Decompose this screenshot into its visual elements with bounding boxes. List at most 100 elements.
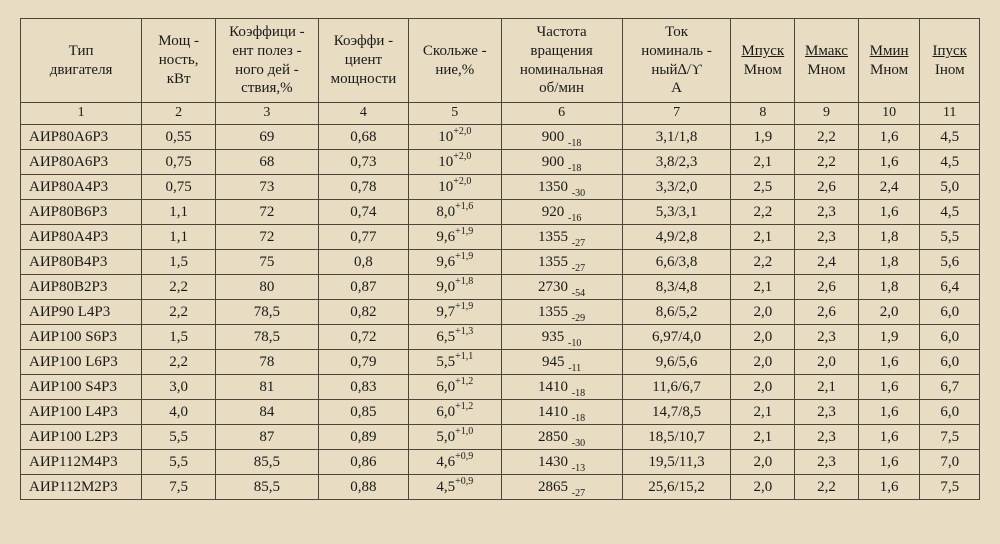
cell-power: 7,5 xyxy=(142,474,216,499)
cell-power-factor: 0,78 xyxy=(318,174,408,199)
cell-istart: 6,0 xyxy=(920,349,980,374)
cell-power-factor: 0,89 xyxy=(318,424,408,449)
table-body: 1234567891011 АИР80А6Р30,55690,6810+2,09… xyxy=(21,103,980,500)
cell-istart: 4,5 xyxy=(920,199,980,224)
cell-power: 1,5 xyxy=(142,249,216,274)
cell-istart: 5,5 xyxy=(920,224,980,249)
motor-spec-table: ТипдвигателяМощ -ность,кВтКоэффици -ент … xyxy=(20,18,980,500)
cell-current: 3,8/2,3 xyxy=(622,149,731,174)
cell-efficiency: 73 xyxy=(216,174,319,199)
cell-mmax: 2,2 xyxy=(795,149,859,174)
cell-mmax: 2,3 xyxy=(795,199,859,224)
cell-power: 3,0 xyxy=(142,374,216,399)
table-row: АИР100 L4Р34,0840,856,0+1,21410 -1814,7/… xyxy=(21,399,980,424)
cell-mmax: 2,3 xyxy=(795,224,859,249)
cell-slip: 4,6+0,9 xyxy=(409,449,501,474)
cell-rpm: 1430 -13 xyxy=(501,449,622,474)
cell-power-factor: 0,83 xyxy=(318,374,408,399)
cell-power: 5,5 xyxy=(142,449,216,474)
cell-mmax: 2,3 xyxy=(795,449,859,474)
cell-istart: 5,6 xyxy=(920,249,980,274)
cell-current: 9,6/5,6 xyxy=(622,349,731,374)
cell-mmin: 1,8 xyxy=(858,249,920,274)
cell-power: 1,1 xyxy=(142,199,216,224)
cell-power-factor: 0,74 xyxy=(318,199,408,224)
cell-model: АИР80А6Р3 xyxy=(21,149,142,174)
cell-rpm: 1355 -27 xyxy=(501,224,622,249)
cell-mmin: 1,6 xyxy=(858,399,920,424)
cell-power-factor: 0,85 xyxy=(318,399,408,424)
col-header-1: Типдвигателя xyxy=(21,19,142,103)
cell-model: АИР100 L4Р3 xyxy=(21,399,142,424)
cell-slip: 10+2,0 xyxy=(409,174,501,199)
cell-slip: 5,5+1,1 xyxy=(409,349,501,374)
table-row: АИР100 L6Р32,2780,795,5+1,1945 -119,6/5,… xyxy=(21,349,980,374)
cell-model: АИР90 L4Р3 xyxy=(21,299,142,324)
cell-mmax: 2,6 xyxy=(795,174,859,199)
cell-model: АИР80В2Р3 xyxy=(21,274,142,299)
cell-mstart: 2,0 xyxy=(731,374,795,399)
cell-model: АИР80В6Р3 xyxy=(21,199,142,224)
col-header-10: МминМном xyxy=(858,19,920,103)
cell-power-factor: 0,73 xyxy=(318,149,408,174)
cell-rpm: 900 -18 xyxy=(501,149,622,174)
cell-power: 2,2 xyxy=(142,299,216,324)
cell-current: 6,97/4,0 xyxy=(622,324,731,349)
col-index: 2 xyxy=(142,103,216,125)
cell-rpm: 945 -11 xyxy=(501,349,622,374)
cell-power-factor: 0,72 xyxy=(318,324,408,349)
cell-mmin: 1,6 xyxy=(858,424,920,449)
cell-mmin: 1,6 xyxy=(858,374,920,399)
cell-power-factor: 0,86 xyxy=(318,449,408,474)
table-row: АИР80А6Р30,75680,7310+2,0900 -183,8/2,32… xyxy=(21,149,980,174)
cell-rpm: 1410 -18 xyxy=(501,399,622,424)
cell-current: 18,5/10,7 xyxy=(622,424,731,449)
table-row: АИР80В2Р32,2800,879,0+1,82730 -548,3/4,8… xyxy=(21,274,980,299)
cell-rpm: 1355 -29 xyxy=(501,299,622,324)
cell-mmin: 2,4 xyxy=(858,174,920,199)
cell-istart: 5,0 xyxy=(920,174,980,199)
cell-mmin: 1,8 xyxy=(858,224,920,249)
cell-slip: 9,7+1,9 xyxy=(409,299,501,324)
cell-model: АИР80А6Р3 xyxy=(21,124,142,149)
cell-mstart: 2,5 xyxy=(731,174,795,199)
cell-mstart: 2,1 xyxy=(731,274,795,299)
cell-current: 4,9/2,8 xyxy=(622,224,731,249)
cell-slip: 10+2,0 xyxy=(409,149,501,174)
cell-current: 5,3/3,1 xyxy=(622,199,731,224)
col-index: 6 xyxy=(501,103,622,125)
cell-mstart: 2,0 xyxy=(731,449,795,474)
col-index: 9 xyxy=(795,103,859,125)
cell-current: 11,6/6,7 xyxy=(622,374,731,399)
col-index: 7 xyxy=(622,103,731,125)
cell-istart: 7,5 xyxy=(920,474,980,499)
cell-current: 6,6/3,8 xyxy=(622,249,731,274)
cell-mstart: 2,0 xyxy=(731,299,795,324)
cell-mmin: 1,8 xyxy=(858,274,920,299)
cell-efficiency: 78 xyxy=(216,349,319,374)
cell-power: 1,5 xyxy=(142,324,216,349)
col-header-7: Токноминаль -ный∆/ϒА xyxy=(622,19,731,103)
cell-model: АИР100 S6Р3 xyxy=(21,324,142,349)
cell-mmax: 2,3 xyxy=(795,424,859,449)
cell-power: 2,2 xyxy=(142,274,216,299)
cell-efficiency: 69 xyxy=(216,124,319,149)
cell-model: АИР112М2Р3 xyxy=(21,474,142,499)
cell-model: АИР80А4Р3 xyxy=(21,174,142,199)
cell-istart: 6,7 xyxy=(920,374,980,399)
cell-mmin: 1,6 xyxy=(858,124,920,149)
table-row: АИР112М2Р37,585,50,884,5+0,92865 -2725,6… xyxy=(21,474,980,499)
cell-power-factor: 0,79 xyxy=(318,349,408,374)
col-index: 8 xyxy=(731,103,795,125)
cell-mmin: 1,6 xyxy=(858,349,920,374)
col-index: 10 xyxy=(858,103,920,125)
cell-istart: 6,0 xyxy=(920,324,980,349)
cell-mmax: 2,0 xyxy=(795,349,859,374)
cell-power-factor: 0,77 xyxy=(318,224,408,249)
cell-mstart: 2,2 xyxy=(731,199,795,224)
cell-istart: 4,5 xyxy=(920,149,980,174)
cell-mmax: 2,3 xyxy=(795,324,859,349)
cell-rpm: 2850 -30 xyxy=(501,424,622,449)
table-row: АИР80В6Р31,1720,748,0+1,6920 -165,3/3,12… xyxy=(21,199,980,224)
cell-mmax: 2,1 xyxy=(795,374,859,399)
